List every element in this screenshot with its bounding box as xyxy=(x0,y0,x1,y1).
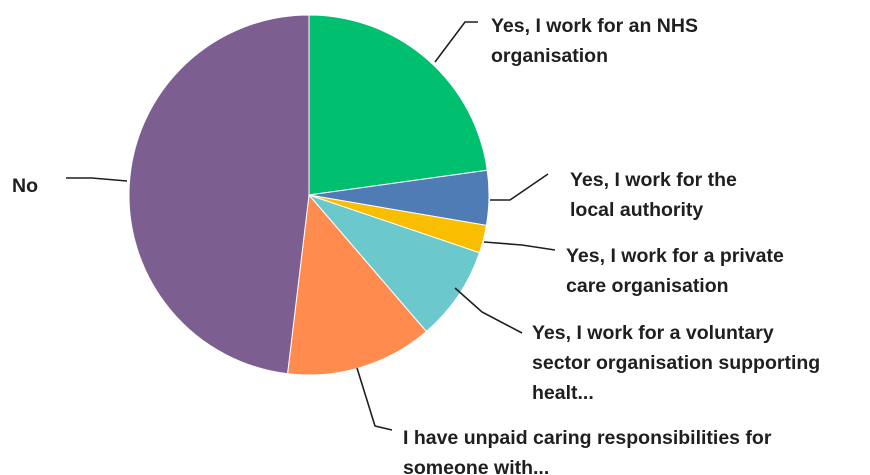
slice-label-line: local authority xyxy=(570,199,703,221)
pie-slice xyxy=(287,193,428,376)
slice-label-line: someone with... xyxy=(403,457,549,475)
slice-label: Yes, I work for a voluntary sector organi… xyxy=(532,322,820,404)
slice-label-line: Yes, I work for a voluntary xyxy=(532,322,774,344)
slice-label-line: sector organisation supporting xyxy=(532,352,820,374)
leader-line xyxy=(490,173,549,201)
slice-label: Yes, I work for the local authority xyxy=(570,169,737,221)
slice-label-line: Yes, I work for the xyxy=(570,169,737,191)
pie-slice xyxy=(308,14,488,196)
leader-line xyxy=(434,21,478,63)
slice-label-line: care organisation xyxy=(566,275,729,297)
slice-label: Yes, I work for an NHS organisation xyxy=(491,15,698,67)
slice-label: No xyxy=(12,175,38,197)
slice-label-line: Yes, I work for a private xyxy=(566,245,784,267)
pie-slice xyxy=(128,14,310,375)
slice-label: Yes, I work for a private care organisati… xyxy=(566,245,784,297)
slice-label-line: organisation xyxy=(491,45,608,67)
slice-label-line: I have unpaid caring responsibilities fo… xyxy=(403,427,772,449)
slice-label-line: healt... xyxy=(532,382,594,404)
slice-label-line: Yes, I work for an NHS xyxy=(491,15,698,37)
pie-slices xyxy=(128,14,490,376)
leader-line xyxy=(356,367,393,431)
pie-slice xyxy=(307,193,481,333)
leader-line xyxy=(454,287,523,334)
leader-line xyxy=(66,177,128,182)
slice-label: I have unpaid caring responsibilities fo… xyxy=(403,427,772,475)
leader-line xyxy=(483,241,556,251)
slice-label-line: No xyxy=(12,175,38,197)
leader-lines xyxy=(66,21,556,431)
